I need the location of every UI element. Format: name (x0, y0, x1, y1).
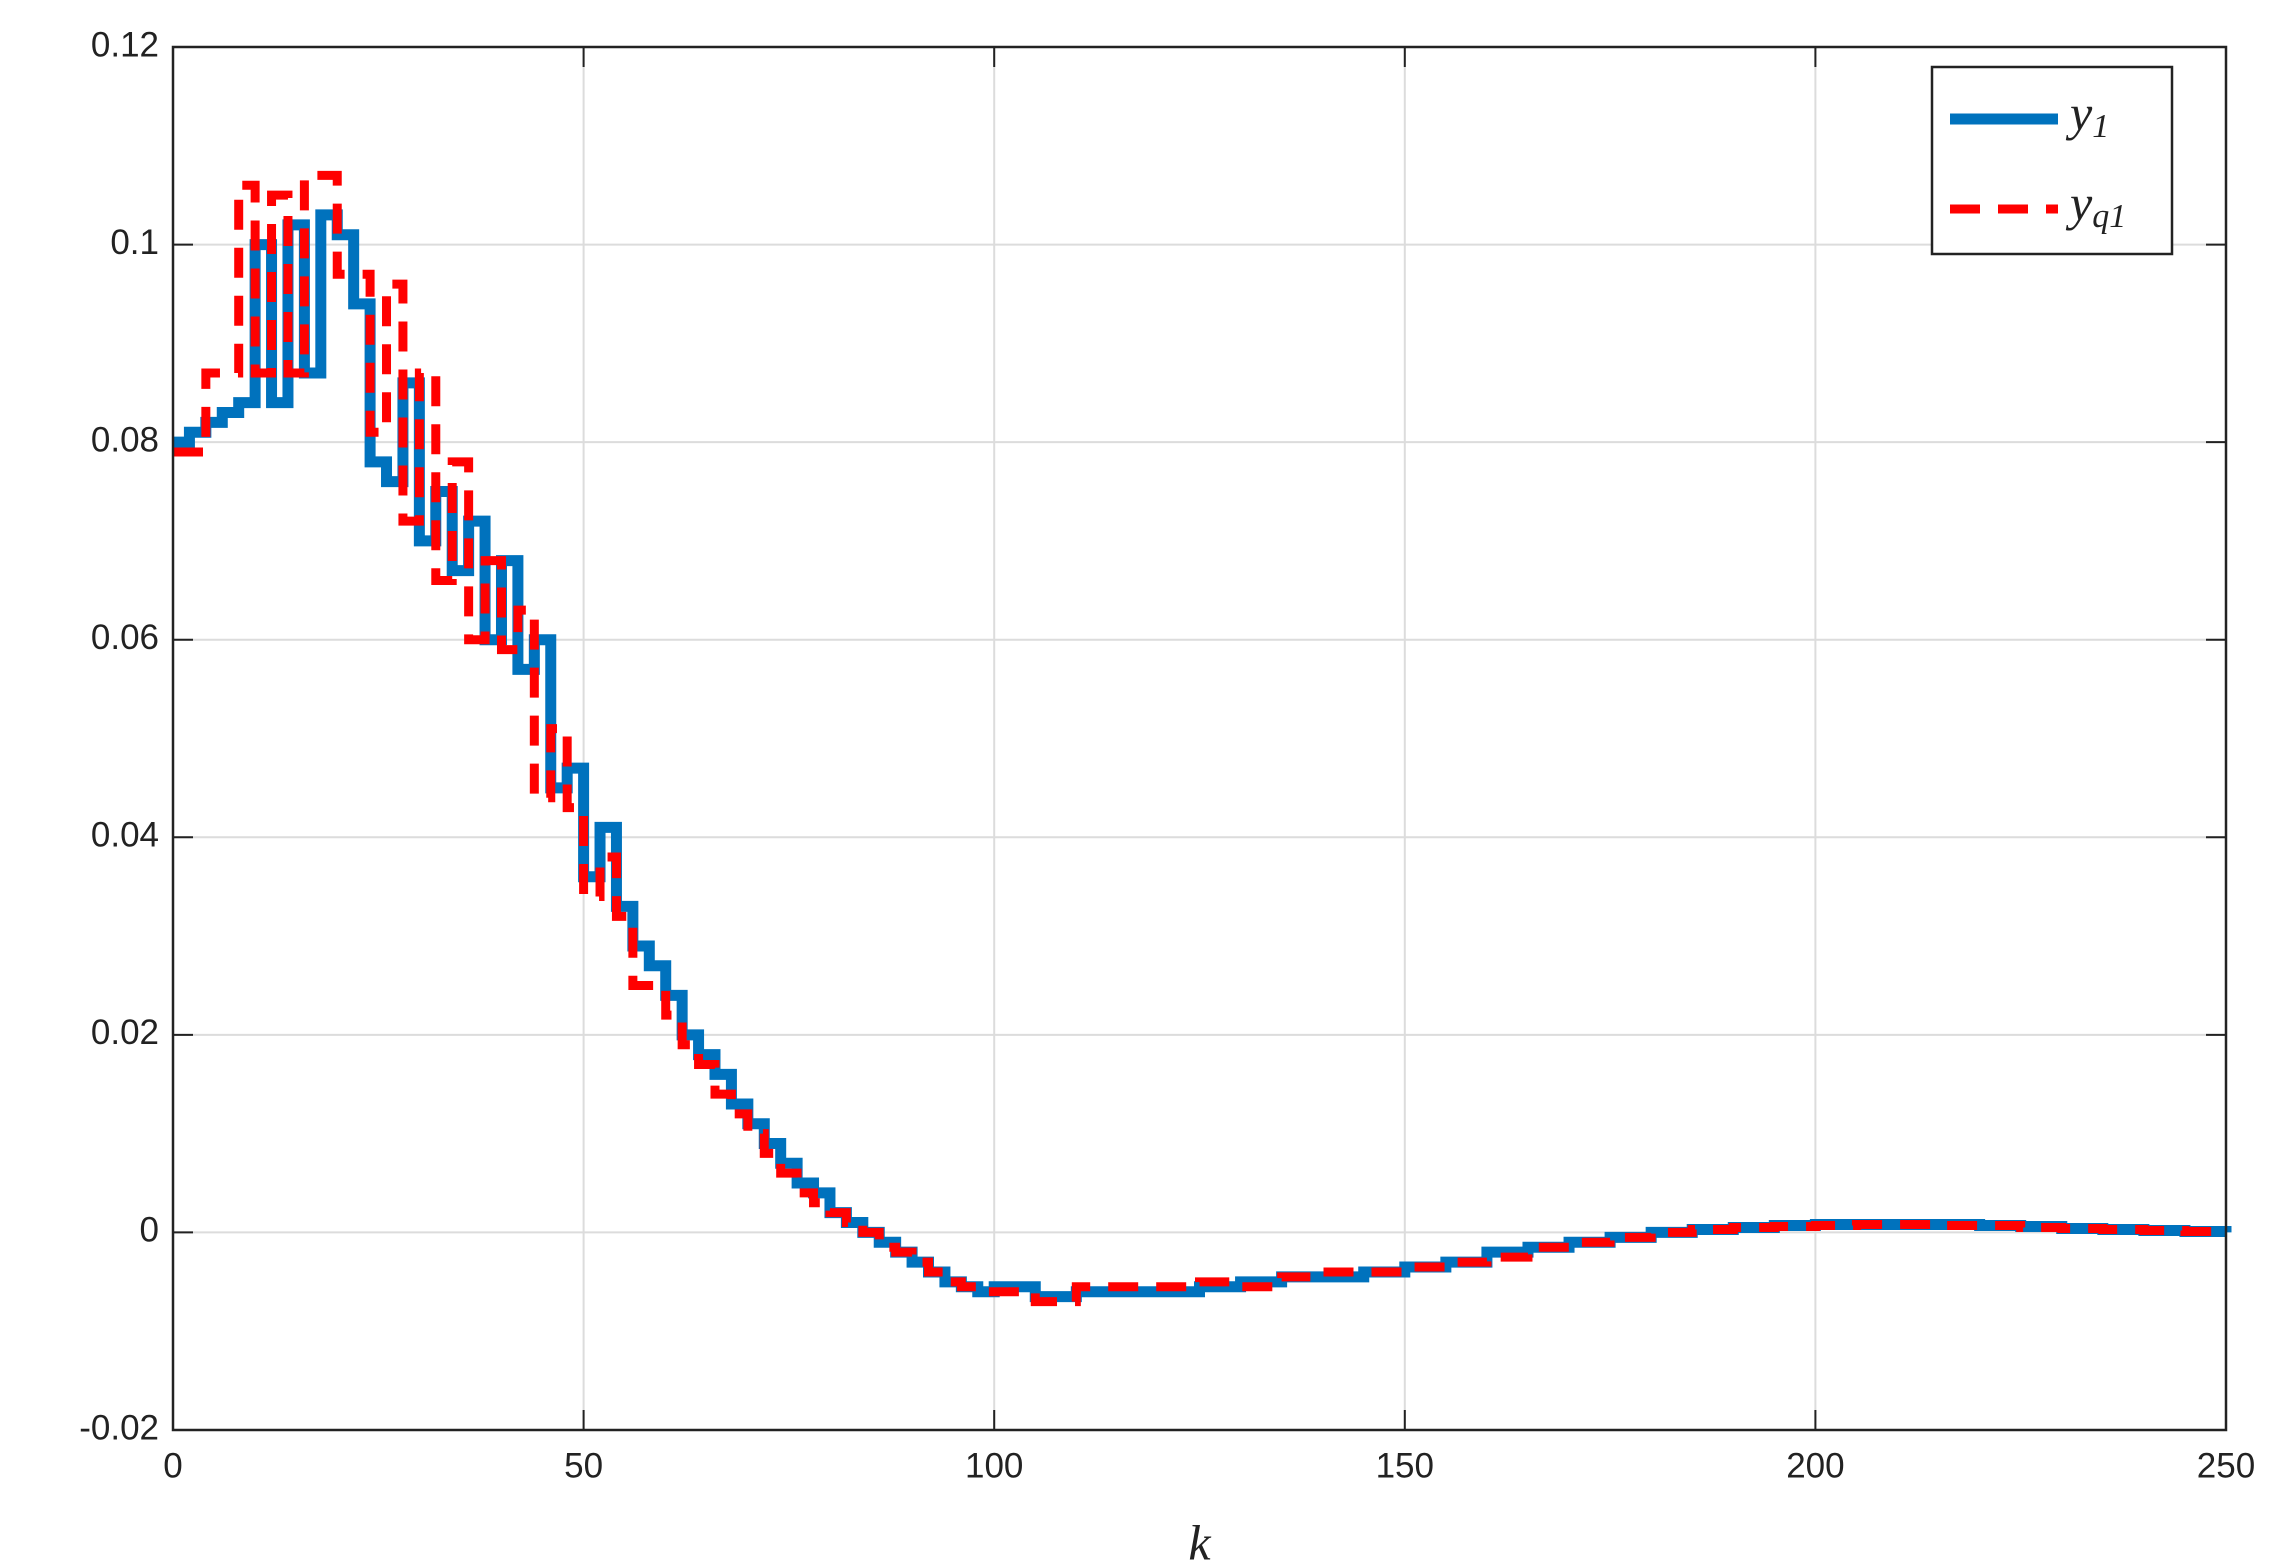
y-tick-label: 0.06 (91, 618, 159, 657)
y-tick-label: -0.02 (79, 1408, 159, 1447)
y-tick-label: 0.08 (91, 420, 159, 459)
y-tick-label: 0.12 (91, 25, 159, 64)
y-tick-label: 0.02 (91, 1013, 159, 1052)
y-tick-label: 0 (140, 1211, 159, 1250)
x-tick-label: 100 (965, 1446, 1023, 1485)
x-tick-label: 50 (564, 1446, 603, 1485)
x-axis-label: k (1188, 1514, 1211, 1560)
data-line (173, 170, 2231, 1307)
plot-frame (171, 45, 2228, 1432)
x-tick-label: 250 (2197, 1446, 2255, 1485)
y-tick-label: 0.04 (91, 816, 159, 855)
x-tick-label: 200 (1786, 1446, 1844, 1485)
x-tick-label: 0 (163, 1446, 182, 1485)
y-tick-label: 0.1 (110, 223, 159, 262)
legend-label: y1 (2065, 85, 2109, 144)
legend-box (1930, 65, 2174, 256)
legend-label: yq1 (2065, 175, 2126, 234)
x-tick-label: 150 (1376, 1446, 1434, 1485)
